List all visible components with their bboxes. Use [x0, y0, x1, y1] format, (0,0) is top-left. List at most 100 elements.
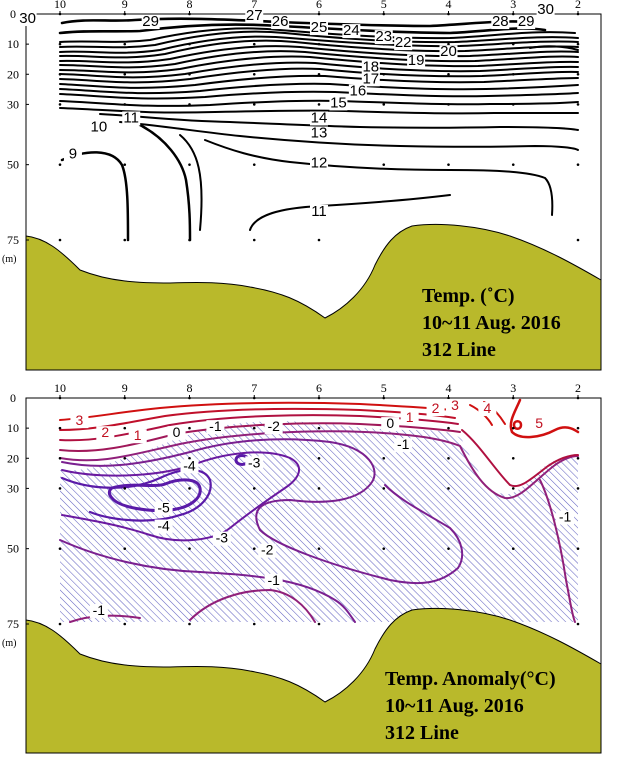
sample-point: [511, 163, 515, 166]
contour-label: 29: [142, 13, 159, 30]
contour-label: 20: [440, 43, 457, 60]
isotherm-21: [59, 61, 579, 79]
contour-label: 22: [395, 34, 412, 51]
sample-point: [317, 487, 321, 490]
anomaly-neg3: [61, 451, 300, 542]
contour-label: -1: [267, 572, 280, 588]
contour-label: 16: [350, 82, 367, 99]
contour-label: 28: [492, 13, 509, 30]
depth-tick-label: 0: [10, 7, 16, 21]
sample-point: [576, 42, 580, 46]
sample-point: [447, 103, 450, 106]
contour-label-bg: [245, 9, 264, 24]
panel-title-line-3: 312 Line: [422, 339, 496, 361]
contour-label-bg: [517, 15, 536, 30]
isotherm-25: [59, 39, 579, 59]
sample-point: [123, 42, 127, 46]
contour-label: -5: [157, 500, 170, 516]
station-tick-label: 9: [122, 0, 128, 11]
y-axis-depths: 0 10 20 30 50 75: [7, 391, 29, 631]
sample-point: [511, 103, 515, 106]
contour-label: -4: [157, 518, 170, 534]
station-tick-label: 5: [381, 381, 387, 395]
anomaly-neg2: [61, 438, 464, 585]
isotherm-24: [59, 45, 579, 64]
isotherm-13: [119, 121, 579, 151]
contour-label: 19: [408, 52, 425, 69]
contour-label-bg: [400, 411, 419, 426]
contour-label: 3: [451, 397, 459, 413]
isotherm-23: [59, 50, 579, 69]
sample-point: [252, 487, 256, 490]
contour-label: -1: [559, 509, 572, 525]
panel-title-line-1: Temp. Anomaly(°C): [385, 668, 556, 690]
contour-label-bg: [180, 459, 199, 474]
sample-point: [576, 456, 580, 460]
sample-point: [576, 487, 580, 490]
contour-label: 4: [483, 400, 491, 416]
sample-point: [382, 456, 386, 460]
contour-label-bg: [310, 21, 328, 36]
sample-point: [317, 426, 321, 430]
contour-label-bg: [361, 72, 380, 87]
contour-label-bg: [348, 84, 367, 99]
contour-labels: 32 1 0 -1 -2-3-4-5-4-3-2-1-10 12 3 45-1-1: [70, 397, 575, 618]
station-tick-label: 5: [381, 0, 387, 11]
panel-title-line-2: 10~11 Aug. 2016: [385, 695, 524, 717]
station-tick-label: 3: [510, 381, 516, 395]
sample-point: [58, 547, 62, 550]
contour-label-bg: [407, 54, 426, 69]
sample-point: [511, 547, 515, 550]
sample-point: [576, 426, 580, 430]
sample-point: [317, 456, 321, 460]
sample-point: [188, 163, 191, 166]
sample-point: [511, 42, 515, 46]
contour-label-bg: [310, 126, 328, 141]
contour-label-bg: [154, 501, 173, 516]
depth-tick-label: 30: [7, 481, 19, 495]
station-tick-label: 4: [446, 0, 452, 11]
isotherm-9: [60, 151, 130, 242]
contour-label: 23: [375, 28, 392, 45]
anomaly-3: [59, 401, 453, 421]
sample-point: [123, 163, 127, 166]
sample-point: [123, 487, 127, 490]
station-tick-label: 2: [575, 381, 581, 395]
station-tick-label: 2: [575, 0, 581, 11]
contour-label: 18: [362, 58, 379, 75]
contour-label-bg: [329, 96, 348, 111]
sample-point: [511, 456, 515, 460]
contour-label-bg: [445, 399, 464, 414]
isotherm-17: [59, 90, 579, 100]
sample-point: [188, 42, 191, 46]
station-tick-label: 10: [54, 0, 66, 11]
sample-point: [252, 103, 256, 106]
contour-label-bg: [530, 417, 549, 432]
contour-label-bg: [63, 147, 82, 162]
contour-label: 1: [134, 427, 142, 443]
sample-point: [576, 238, 580, 242]
sample-point: [123, 426, 127, 430]
sample-point: [58, 238, 62, 242]
sample-point: [317, 72, 321, 76]
isotherm-27: [59, 30, 579, 49]
sample-point: [576, 72, 580, 76]
contour-label-bg: [206, 420, 225, 435]
isotherm-11b: [529, 45, 579, 51]
depth-tick-label: 10: [7, 37, 19, 51]
depth-tick-label: 50: [7, 542, 19, 556]
isotherm-18: [59, 82, 579, 95]
contour-label: 5: [535, 415, 543, 431]
contour-labels: 30 29 27 26 25 24 23 22201918171615141312111091…: [18, 1, 555, 220]
contour-label: 10: [91, 119, 108, 136]
sample-point: [123, 72, 127, 76]
sample-point: [317, 547, 321, 550]
contour-label: -3: [248, 454, 261, 470]
contour-label: 13: [311, 125, 328, 142]
contour-label-bg: [491, 15, 510, 30]
contour-label-bg: [394, 438, 413, 453]
sample-point: [252, 238, 256, 242]
contour-label-bg: [212, 531, 231, 546]
sample-point: [188, 72, 191, 76]
sample-point: [447, 456, 450, 460]
